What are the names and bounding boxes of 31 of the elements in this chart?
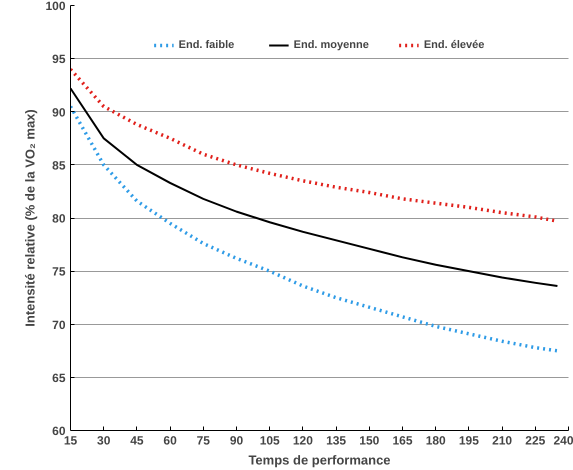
x-tick-label: 30 xyxy=(97,434,111,448)
x-tick-label: 120 xyxy=(292,434,314,448)
y-tick-label: 90 xyxy=(52,105,66,120)
x-tick-label: 195 xyxy=(458,434,480,448)
y-tick-label: 100 xyxy=(45,0,66,13)
y-tick-label: 80 xyxy=(52,212,66,226)
x-tick-label: 180 xyxy=(426,434,446,448)
legend-label: End. élevée xyxy=(424,39,484,51)
x-tick-label: 45 xyxy=(130,434,144,448)
x-tick-label: 210 xyxy=(492,434,512,448)
x-tick-label: 225 xyxy=(525,434,546,448)
legend-label: End. moyenne xyxy=(294,39,369,51)
x-tick-label: 165 xyxy=(392,434,413,448)
y-tick-label: 60 xyxy=(52,424,66,438)
x-tick-label: 15 xyxy=(64,434,78,448)
y-tick-label: 65 xyxy=(52,370,66,385)
line-series xyxy=(70,104,560,353)
y-tick-label: 95 xyxy=(52,52,66,66)
x-tick-label: 90 xyxy=(230,434,244,448)
x-tick-label: 105 xyxy=(260,434,280,448)
x-axis-title: Temps de performance xyxy=(248,452,391,468)
x-tick-label: 135 xyxy=(326,434,346,448)
x-tick-label: 75 xyxy=(196,434,210,448)
y-tick-label: 70 xyxy=(52,318,66,332)
y-axis-title: Intensité relative (% de la VO₂ max) xyxy=(22,109,38,327)
y-tick-label: 75 xyxy=(52,264,66,279)
legend-label: End. faible xyxy=(178,39,236,51)
x-tick-label: 150 xyxy=(359,434,380,448)
y-tick-label: 85 xyxy=(52,158,66,172)
x-tick-label: 60 xyxy=(163,434,178,448)
x-tick-label: 240 xyxy=(553,434,573,448)
